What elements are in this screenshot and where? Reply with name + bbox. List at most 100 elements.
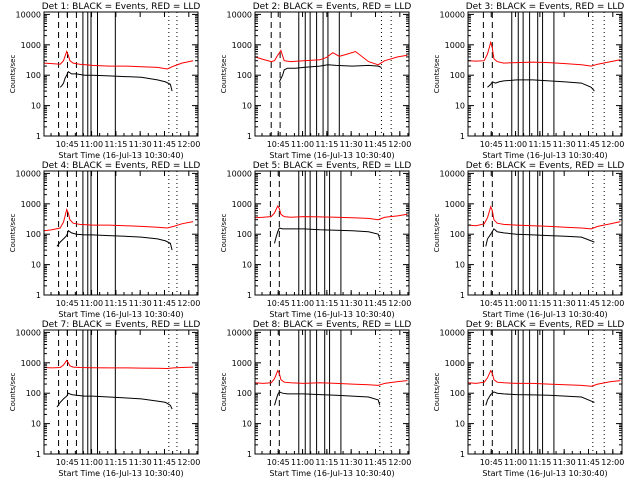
x-tick-label: 11:15 [104, 458, 127, 467]
x-tick-label: 12:00 [177, 458, 200, 467]
x-tick-label: 10:45 [56, 458, 79, 467]
lld-series-line [43, 208, 194, 232]
lld-series-line [467, 369, 621, 387]
x-tick-label: 11:15 [315, 458, 338, 467]
plot-frame [467, 11, 623, 137]
x-tick-label: 12:00 [388, 140, 411, 149]
plot-frame [43, 329, 199, 455]
detector-panel: 1 10 100 1000 10000 10:45 11:00 11:15 11:30 11:45… [220, 161, 411, 319]
y-tick-label: 100 [237, 230, 252, 239]
plot-frame [467, 329, 623, 455]
y-tick-label: 10000 [227, 328, 252, 337]
x-tick-label: 11:00 [291, 299, 314, 308]
y-tick-label: 1000 [232, 359, 252, 368]
events-series-line [56, 229, 173, 251]
events-series-line [485, 391, 595, 406]
panel-title: Det 8: BLACK = Events, RED = LLD [253, 320, 412, 330]
detector-panel: 1 10 100 1000 10000 10:45 11:00 11:15 11:30 11:45… [433, 320, 624, 478]
y-axis-label: Counts/sec [220, 214, 228, 253]
panel-title: Det 4: BLACK = Events, RED = LLD [42, 161, 201, 171]
x-tick-label: 11:00 [80, 140, 103, 149]
lld-series-line [254, 369, 408, 386]
lld-series-line [43, 359, 194, 370]
y-tick-label: 1000 [232, 200, 252, 209]
x-tick-label: 11:30 [340, 140, 363, 149]
y-tick-label: 1 [460, 450, 465, 459]
x-tick-label: 11:15 [315, 299, 338, 308]
y-tick-label: 100 [450, 389, 465, 398]
x-tick-label: 11:45 [153, 458, 176, 467]
y-tick-label: 100 [237, 71, 252, 80]
panel-title: Det 2: BLACK = Events, RED = LLD [253, 2, 412, 12]
x-tick-label: 12:00 [388, 458, 411, 467]
lld-series-line [254, 49, 408, 66]
x-tick-label: 11:30 [340, 458, 363, 467]
y-axis-label: Counts/sec [9, 373, 17, 412]
x-tick-label: 11:15 [528, 140, 551, 149]
x-axis-label: Start Time (16-Jul-13 10:30:40) [482, 469, 607, 478]
x-tick-label: 12:00 [388, 299, 411, 308]
plot-frame [254, 329, 410, 455]
y-axis-label: Counts/sec [9, 55, 17, 94]
y-tick-label: 1 [247, 291, 252, 300]
panel-title: Det 6: BLACK = Events, RED = LLD [466, 161, 625, 171]
x-tick-label: 11:00 [80, 299, 103, 308]
y-tick-label: 100 [450, 71, 465, 80]
x-tick-label: 11:00 [291, 458, 314, 467]
y-tick-label: 10000 [16, 328, 41, 337]
x-tick-label: 11:30 [553, 458, 576, 467]
y-tick-label: 100 [237, 389, 252, 398]
x-tick-label: 11:00 [504, 140, 527, 149]
detector-panel: 1 10 100 1000 10000 10:45 11:00 11:15 11:30 11:45… [9, 161, 200, 319]
x-tick-label: 11:45 [364, 299, 387, 308]
x-tick-label: 11:45 [577, 299, 600, 308]
events-series-line [274, 391, 381, 406]
lld-series-line [467, 40, 621, 67]
plot-frame [43, 11, 199, 137]
x-tick-label: 12:00 [177, 299, 200, 308]
x-axis-label: Start Time (16-Jul-13 10:30:40) [58, 310, 183, 319]
y-axis-label: Counts/sec [220, 373, 228, 412]
y-axis-label: Counts/sec [220, 55, 228, 94]
x-tick-label: 11:30 [340, 299, 363, 308]
x-tick-label: 11:30 [553, 299, 576, 308]
panel-title: Det 5: BLACK = Events, RED = LLD [253, 161, 412, 171]
x-tick-label: 11:15 [315, 140, 338, 149]
lld-series-line [467, 205, 621, 230]
y-tick-label: 10 [455, 261, 465, 270]
x-tick-label: 11:30 [553, 140, 576, 149]
y-tick-label: 1000 [21, 359, 41, 368]
detector-panel: 1 10 100 1000 10000 10:45 11:00 11:15 11:30 11:45… [220, 320, 411, 478]
x-tick-label: 11:30 [129, 140, 152, 149]
x-tick-label: 10:45 [267, 458, 290, 467]
detector-panel: 1 10 100 1000 10000 10:45 11:00 11:15 11:30 11:45… [9, 2, 200, 160]
panel-title: Det 3: BLACK = Events, RED = LLD [466, 2, 625, 12]
x-tick-label: 11:45 [577, 140, 600, 149]
y-tick-label: 10000 [227, 169, 252, 178]
y-tick-label: 100 [26, 230, 41, 239]
y-tick-label: 100 [26, 71, 41, 80]
events-series-line [487, 79, 595, 92]
x-tick-label: 11:00 [504, 458, 527, 467]
y-tick-label: 1 [460, 132, 465, 141]
y-tick-label: 1 [247, 450, 252, 459]
y-tick-label: 1000 [232, 41, 252, 50]
x-tick-label: 11:45 [364, 140, 387, 149]
x-tick-label: 12:00 [601, 299, 624, 308]
y-tick-label: 10000 [440, 10, 465, 19]
events-series-line [278, 64, 382, 83]
x-tick-label: 11:30 [129, 299, 152, 308]
y-tick-label: 1 [460, 291, 465, 300]
x-tick-label: 11:15 [528, 299, 551, 308]
x-tick-label: 12:00 [601, 140, 624, 149]
x-tick-label: 10:45 [480, 458, 503, 467]
x-axis-label: Start Time (16-Jul-13 10:30:40) [269, 310, 394, 319]
y-tick-label: 10000 [16, 169, 41, 178]
y-axis-label: Counts/sec [433, 214, 441, 253]
x-tick-label: 11:30 [129, 458, 152, 467]
y-tick-label: 1 [36, 132, 41, 141]
y-axis-label: Counts/sec [433, 55, 441, 94]
y-tick-label: 1000 [445, 41, 465, 50]
x-tick-label: 10:45 [267, 299, 290, 308]
